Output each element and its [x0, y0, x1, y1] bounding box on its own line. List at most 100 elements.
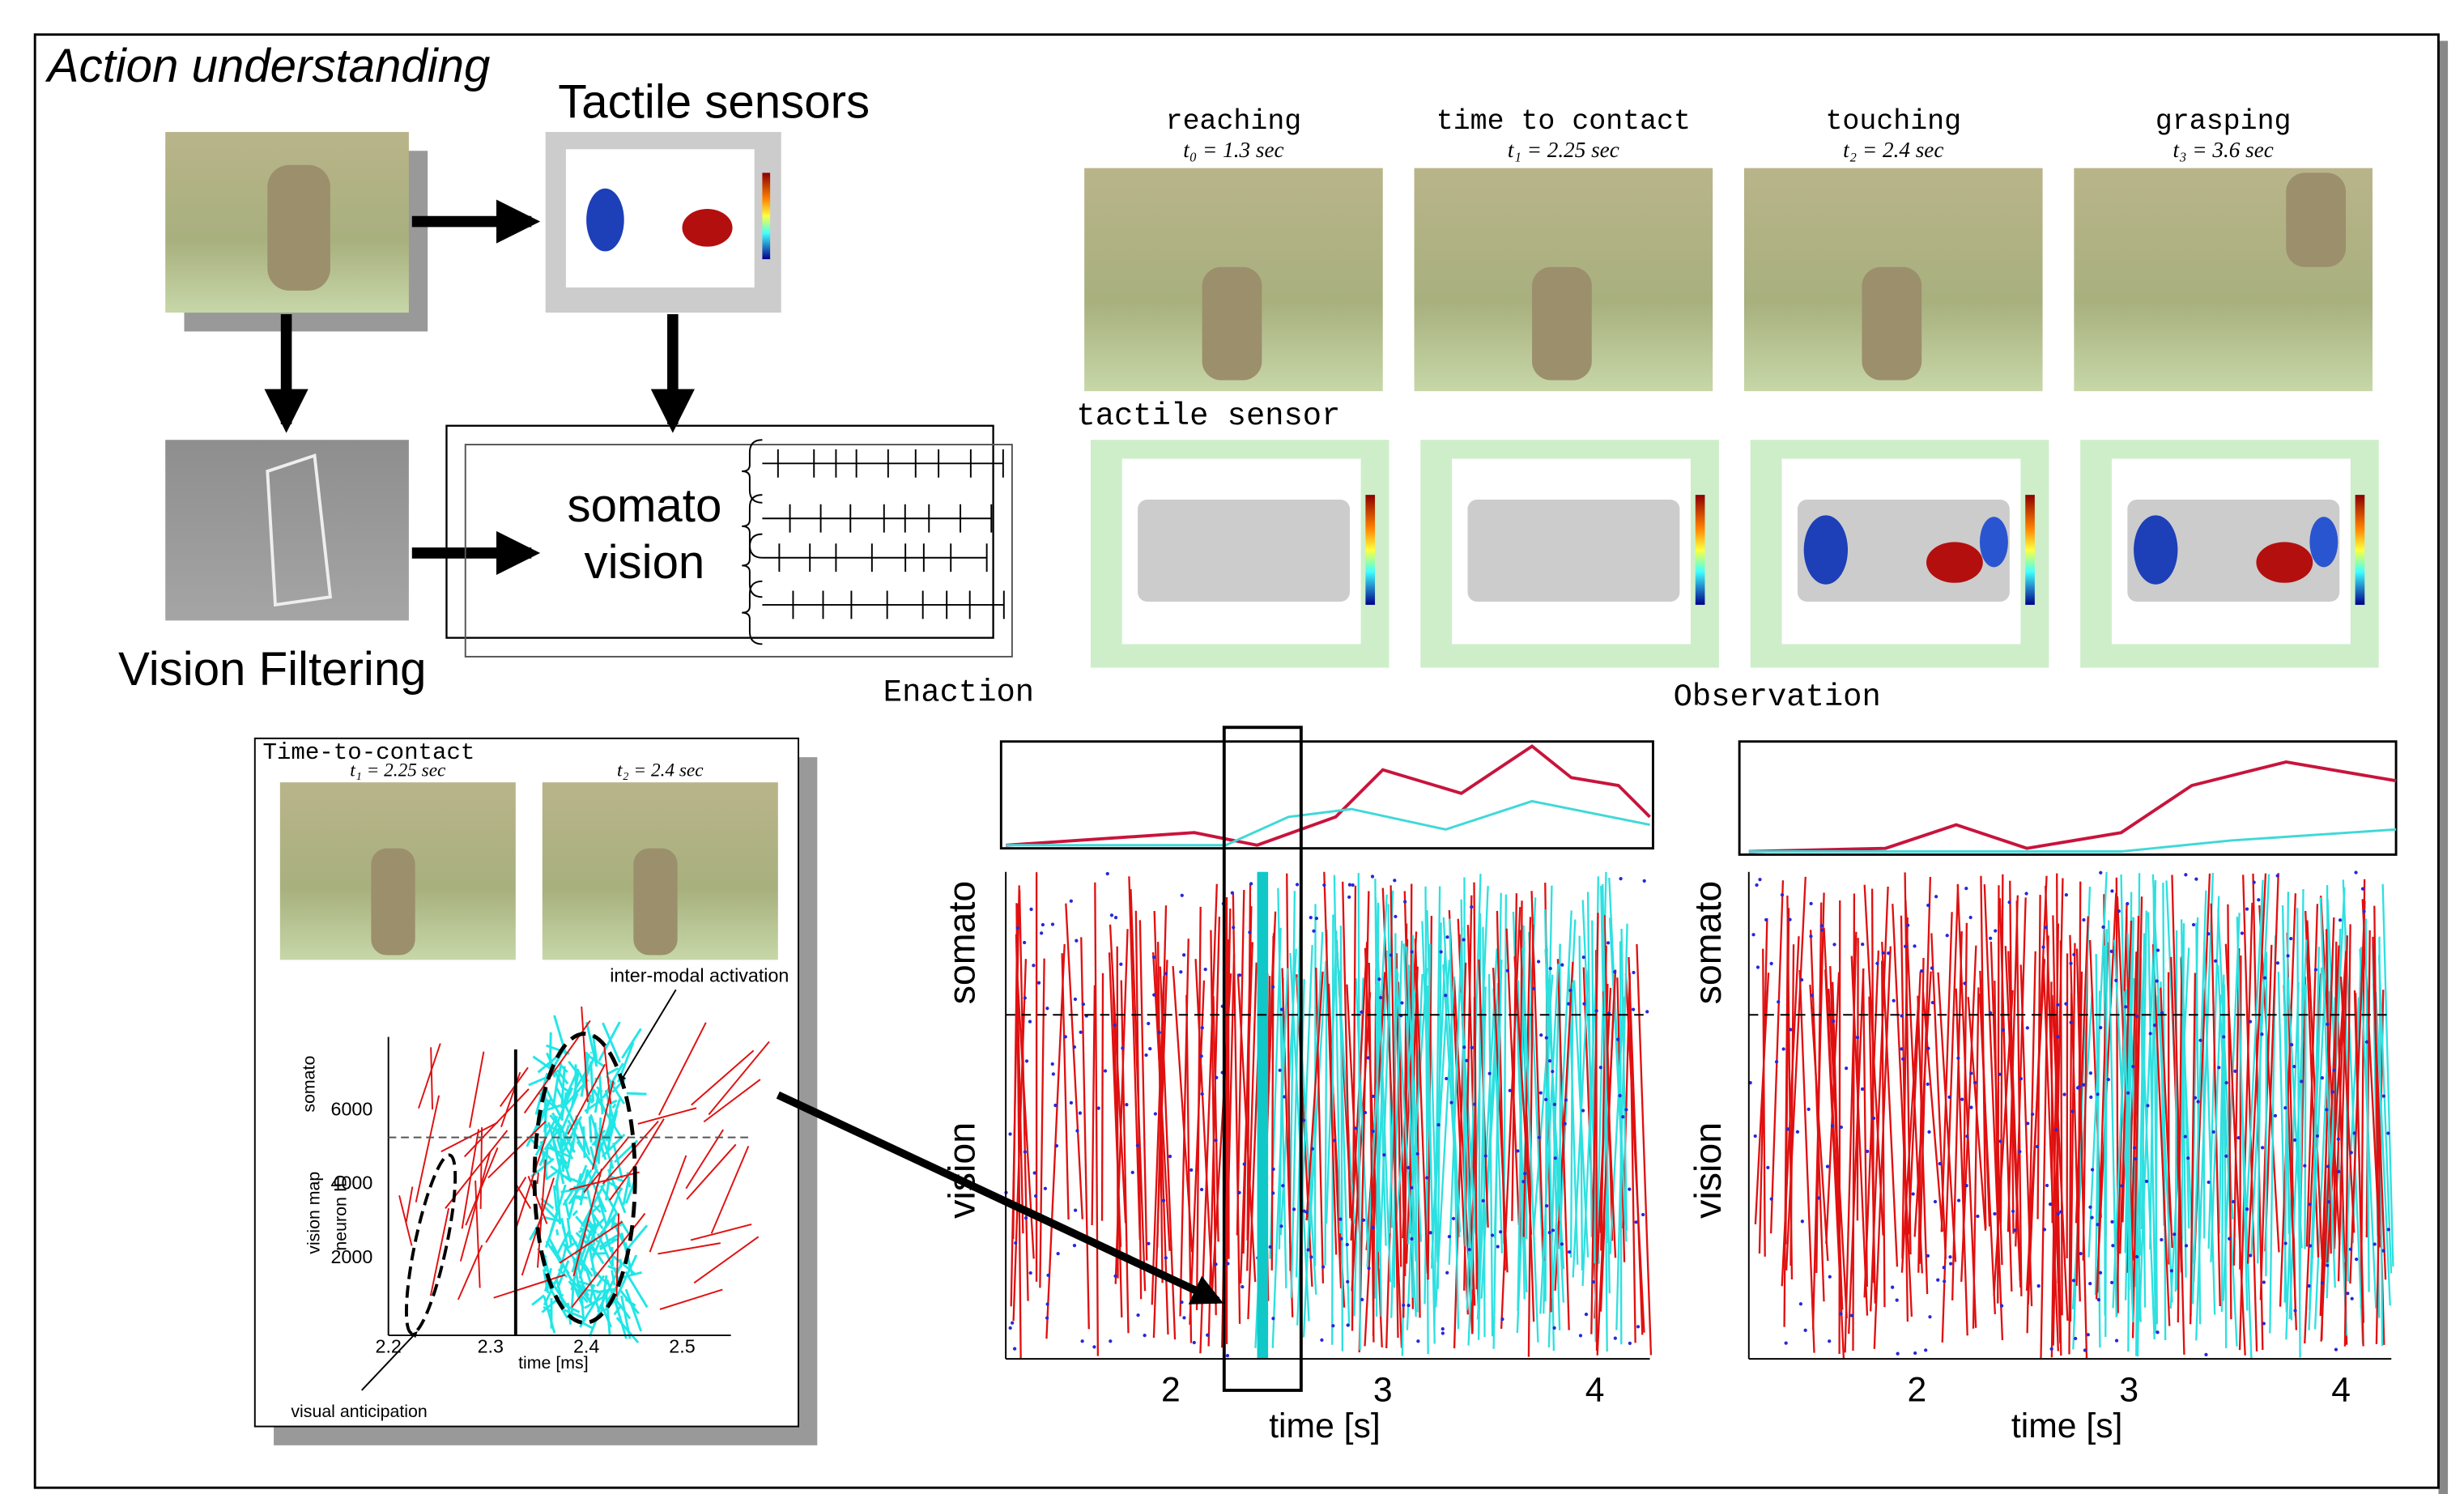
spike-dot: [1389, 953, 1393, 956]
spike-dot: [2019, 1077, 2023, 1080]
spike-dot: [2043, 1228, 2046, 1231]
spike-dot: [1539, 1033, 1543, 1036]
spike-dot: [1949, 1262, 1952, 1265]
spike-dot: [1214, 1262, 1217, 1266]
spike-dot: [1114, 916, 1117, 919]
spike-dot: [1817, 1196, 1820, 1199]
spike-dot: [2101, 926, 2104, 929]
spike-dot: [1756, 965, 1760, 968]
spike-dot: [1930, 966, 1934, 969]
y-label: somato: [940, 881, 982, 1005]
spike-dot: [1861, 943, 1864, 946]
spike-dot: [2056, 1035, 2059, 1038]
spike-dot: [1785, 1341, 1788, 1344]
spike-dot: [1809, 934, 1812, 938]
spike-dot: [2276, 961, 2279, 964]
spike-dot: [1152, 994, 1155, 997]
spike-dot: [2115, 1339, 2118, 1342]
spike-dot: [1037, 981, 1040, 985]
spike-dot: [2353, 1131, 2356, 1134]
spike-dot: [2207, 932, 2210, 935]
spike-dot: [1215, 1076, 1218, 1079]
spike-line: [1980, 994, 1995, 1314]
spike-dot: [1075, 939, 1078, 943]
spike-dot: [2155, 979, 2159, 982]
spike-dot: [1828, 1275, 1832, 1279]
spike-dot: [1046, 1274, 1049, 1277]
spike-dot: [1309, 1255, 1313, 1258]
colorbar: [1696, 495, 1705, 605]
spike-dot: [1193, 1341, 1196, 1344]
spike-dot: [2373, 1242, 2377, 1245]
spike-dot: [1283, 1095, 1286, 1098]
spike-dot: [1226, 1262, 1229, 1265]
spike-line: [1973, 987, 1978, 1328]
spike-dot: [2185, 1244, 2188, 1247]
x-tick-label: 2.5: [669, 1335, 695, 1356]
spike-dot: [1051, 922, 1054, 926]
spike-dot: [1400, 1001, 1403, 1004]
spike-dot: [1168, 1155, 1172, 1158]
spike-dot: [2326, 1023, 2329, 1026]
spike-link: [627, 1093, 647, 1094]
spike-dot: [1200, 1188, 1203, 1191]
blob: [682, 209, 732, 247]
spike-dot: [1189, 1168, 1193, 1172]
y-tick-label: 2000: [331, 1246, 373, 1267]
spike-dot: [1009, 1326, 1012, 1330]
spike-dot: [1920, 969, 1923, 973]
spike-dot: [1634, 1220, 1637, 1224]
x-tick-label: 2: [1908, 1371, 1927, 1410]
spike-dot: [1410, 1237, 1413, 1241]
spike-dot: [2334, 1347, 2338, 1351]
spike-dot: [1582, 1002, 1585, 1006]
spike-dot: [2145, 1180, 2148, 1183]
spike-train: [762, 449, 1002, 478]
figure-title: Action understanding: [45, 40, 491, 92]
spike-dot: [1232, 926, 1235, 929]
spike-dot: [1416, 1339, 1419, 1343]
colorbar: [1365, 495, 1375, 605]
spike-link: [591, 1052, 592, 1053]
spike-dot: [1850, 1313, 1853, 1317]
spike-dot: [2149, 1032, 2152, 1035]
spike-dot: [1931, 1001, 1934, 1004]
spike-dot: [1989, 937, 1992, 940]
spike-dot: [1033, 1171, 1036, 1174]
spike-dot: [1488, 1072, 1492, 1075]
filtered-photo: [165, 440, 409, 620]
spike-dot: [2326, 1164, 2330, 1168]
spike-dot: [1179, 970, 1182, 973]
spike-dot: [1840, 1126, 1843, 1129]
sensor-shape: [1138, 500, 1350, 602]
spike-dot: [2155, 1330, 2159, 1334]
spike-dot: [1963, 981, 1966, 985]
spike-dot: [2325, 1108, 2328, 1111]
spike-dot: [1243, 1163, 1246, 1166]
spike-dot: [1032, 964, 1035, 967]
bracket: [742, 534, 762, 598]
spike-dot: [1237, 1191, 1241, 1194]
annotation: inter-modal activation: [610, 965, 789, 986]
spike-dot: [1998, 1139, 2002, 1143]
spike-dot: [2064, 1002, 2067, 1006]
spike-dot: [1856, 1036, 1859, 1039]
spike-dot: [1074, 1208, 1077, 1211]
colorbar: [2355, 495, 2365, 605]
spike-dot: [1136, 1143, 1139, 1147]
cylinder: [633, 849, 677, 956]
vision-label: vision: [585, 536, 705, 589]
spike-dot: [2194, 877, 2198, 880]
spike-dot: [1296, 883, 1299, 886]
spike-dot: [2228, 1237, 2231, 1241]
spike-line: [1081, 937, 1089, 1329]
x-tick-label: 2: [1161, 1371, 1181, 1410]
spike-dot: [1013, 1347, 1016, 1351]
spike-dot: [2286, 954, 2289, 957]
bracket: [742, 495, 762, 558]
spike-dot: [2062, 1092, 2066, 1096]
spike-dot: [1131, 1171, 1134, 1174]
spike-dot: [2135, 1015, 2138, 1018]
spike-line: [1102, 973, 1103, 1221]
spike-dot: [2074, 1337, 2077, 1340]
